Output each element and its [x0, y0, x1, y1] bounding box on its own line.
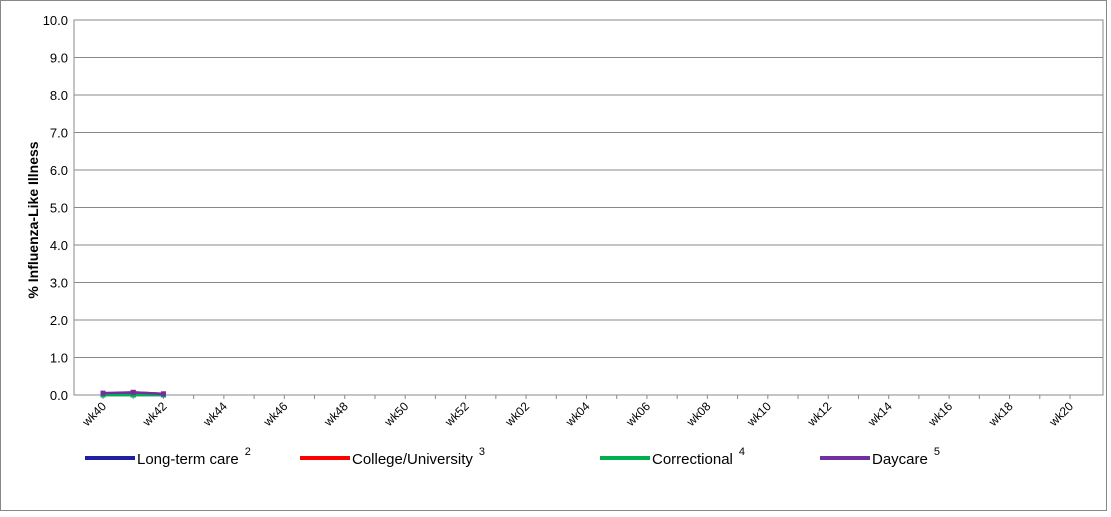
- y-tick-label: 5.0: [50, 201, 68, 216]
- y-tick-label: 4.0: [50, 238, 68, 253]
- plot-area: [73, 19, 1104, 396]
- data-point: [160, 391, 166, 397]
- legend-label: Correctional: [652, 451, 733, 468]
- legend-label: Long-term care: [137, 451, 239, 468]
- legend-footnote: 2: [245, 446, 251, 458]
- y-tick-label: 6.0: [50, 163, 68, 178]
- y-tick-label: 1.0: [50, 351, 68, 366]
- y-tick-label: 9.0: [50, 51, 68, 66]
- y-tick-label: 10.0: [43, 13, 68, 28]
- y-tick-label: 7.0: [50, 126, 68, 141]
- y-tick-label: 0.0: [50, 388, 68, 403]
- legend-footnote: 4: [739, 446, 745, 458]
- y-tick-label: 3.0: [50, 276, 68, 291]
- y-axis-label: % Influenza-Like Illness: [25, 141, 41, 298]
- legend-footnote: 3: [479, 446, 485, 458]
- y-tick-label: 8.0: [50, 88, 68, 103]
- legend-label: Daycare: [872, 451, 928, 468]
- y-tick-label: 2.0: [50, 313, 68, 328]
- legend-label: College/University: [352, 451, 473, 468]
- legend-footnote: 5: [934, 446, 940, 458]
- data-point: [130, 389, 136, 395]
- data-point: [100, 390, 106, 396]
- data-point: [130, 392, 136, 398]
